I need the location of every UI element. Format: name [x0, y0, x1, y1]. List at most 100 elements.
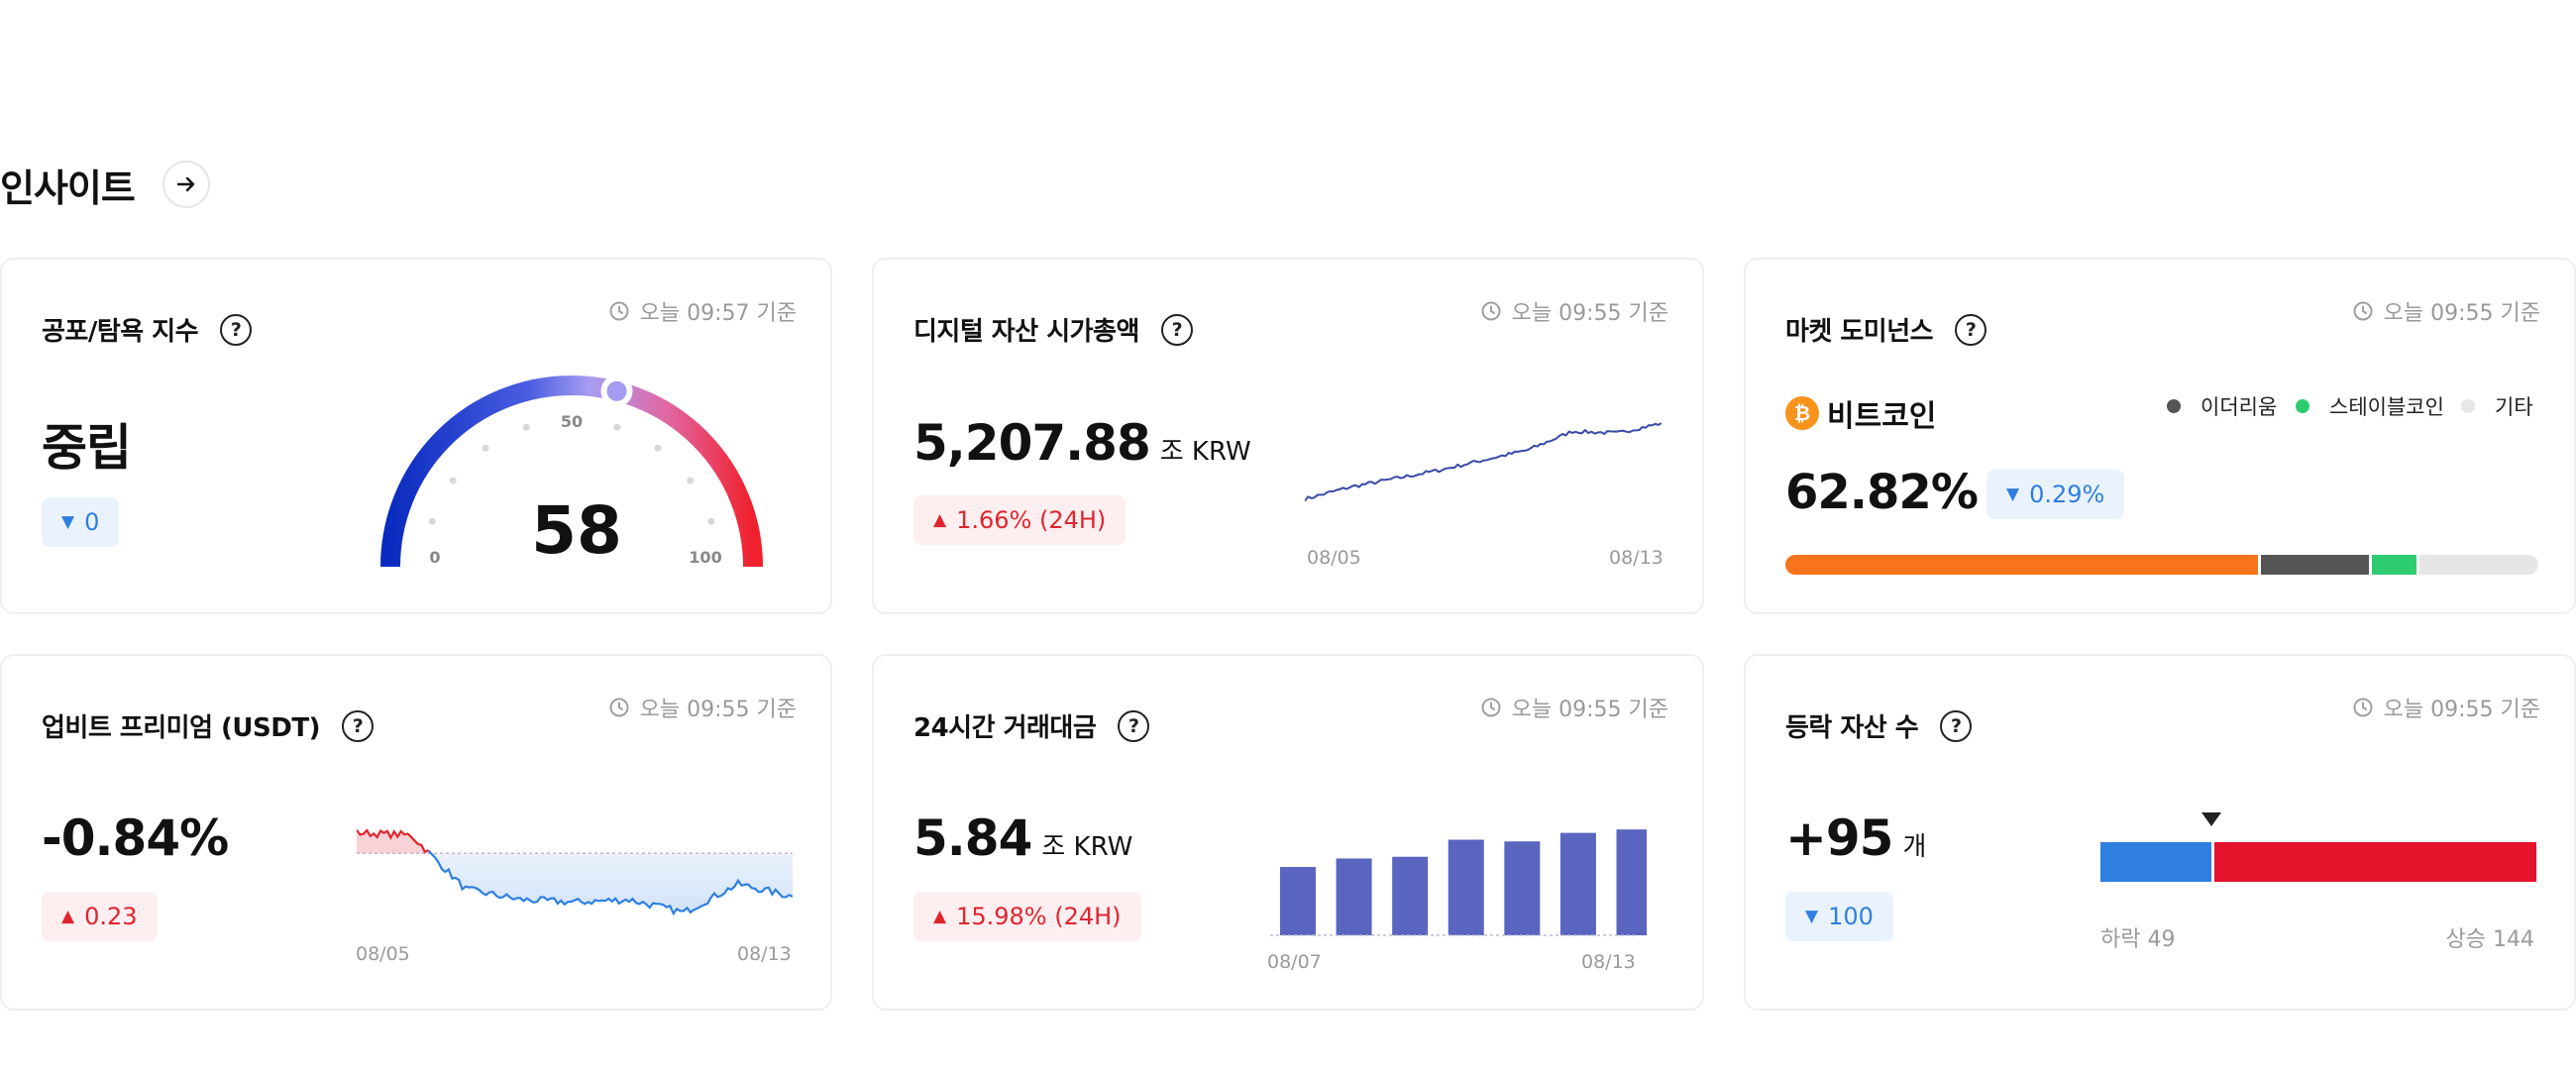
dominance-coin-name: 비트코인 [1827, 399, 1937, 434]
card-title: 업비트 프리미엄 (USDT) ? [42, 707, 374, 744]
legend-label: 이더리움 [2200, 395, 2278, 419]
updated-time: 오늘 09:55 기준 [1480, 692, 1668, 723]
fear-greed-card[interactable]: 공포/탐욕 지수 ? 오늘 09:57 기준 중립 ▼ 0 0 50 100 5… [0, 258, 832, 614]
volume-unit: 조 KRW [1041, 832, 1133, 862]
gauge-arc [380, 376, 763, 568]
decliners-segment [2100, 842, 2211, 882]
card-title: 마켓 도미넌스 ? [1785, 311, 1987, 348]
help-icon[interactable]: ? [341, 709, 374, 742]
market-cap-value: 5,207.88 [913, 414, 1151, 472]
volume-bar [1280, 867, 1316, 935]
help-icon[interactable]: ? [1940, 709, 1973, 742]
updated-time-text: 오늘 09:55 기준 [2383, 698, 2540, 722]
dominance-segment [1785, 555, 2259, 575]
down-triangle-icon: ▼ [1805, 907, 1819, 926]
up-triangle-icon: ▲ [933, 907, 947, 926]
dominance-segment [2258, 555, 2370, 575]
updated-time: 오늘 09:57 기준 [608, 295, 797, 327]
x-axis-start-label: 08/05 [1307, 547, 1361, 569]
volume-value: 5.84 [913, 809, 1032, 867]
advancers-unit: 개 [1902, 832, 1927, 862]
section-header: 인사이트 [0, 157, 210, 212]
advancers-bar [2100, 812, 2536, 882]
updated-time-text: 오늘 09:55 기준 [2383, 301, 2540, 326]
market-cap-line [1305, 422, 1662, 502]
advancers-change-badge: ▼ 100 [1785, 892, 1893, 941]
volume-card[interactable]: 24시간 거래대금 ? 오늘 09:55 기준 5.84 조 KRW ▲ 15.9… [872, 654, 1704, 1011]
fear-greed-change: 0 [84, 508, 100, 536]
premium-line-positive [357, 828, 429, 854]
card-title-text: 마켓 도미넌스 [1785, 317, 1934, 347]
section-more-button[interactable] [161, 161, 210, 208]
help-icon[interactable]: ? [220, 313, 253, 346]
premium-line-negative [427, 849, 793, 916]
volume-value-row: 5.84 조 KRW [913, 809, 1132, 867]
help-icon[interactable]: ? [1955, 313, 1987, 346]
card-title: 등락 자산 수 ? [1785, 707, 1973, 744]
dominance-segment [2416, 555, 2538, 575]
advancers-segment [2213, 842, 2536, 882]
x-axis-start-label: 08/05 [356, 943, 410, 965]
volume-change-badge: ▲ 15.98% (24H) [913, 892, 1141, 941]
clock-icon [1481, 698, 1501, 717]
volume-bar [1616, 829, 1647, 935]
gauge-ticks [428, 423, 715, 525]
svg-text:₿: ₿ [1794, 401, 1810, 425]
x-axis-start-label: 08/07 [1267, 951, 1322, 973]
market-cap-card[interactable]: 디지털 자산 시가총액 ? 오늘 09:55 기준 5,207.88 조 KRW … [872, 258, 1704, 614]
dominance-change: 0.29% [2029, 481, 2105, 508]
dominance-coin: ₿ 비트코인 [1785, 391, 1936, 435]
down-triangle-icon: ▼ [61, 512, 75, 532]
market-cap-unit: 조 KRW [1159, 437, 1251, 467]
up-triangle-icon: ▲ [61, 907, 75, 926]
advancers-change: 100 [1828, 903, 1874, 930]
card-title: 공포/탐욕 지수 ? [42, 311, 253, 348]
card-title-text: 업비트 프리미엄 (USDT) [42, 713, 320, 743]
advancers-value: +95 [1785, 809, 1893, 867]
volume-bar [1448, 839, 1484, 935]
clock-icon [2353, 698, 2373, 717]
volume-bar [1559, 832, 1596, 935]
legend-dot [2461, 399, 2475, 413]
premium-change-badge: ▲ 0.23 [42, 892, 158, 941]
legend-dot [2167, 399, 2181, 413]
dominance-card[interactable]: 마켓 도미넌스 ? 오늘 09:55 기준 ₿ 비트코인 이더리움 스테이블코인… [1744, 258, 2576, 614]
gauge-tick [613, 423, 621, 431]
gauge-pointer [600, 375, 633, 407]
help-icon[interactable]: ? [1160, 313, 1193, 346]
volume-change: 15.98% (24H) [956, 903, 1122, 930]
premium-chart [357, 828, 793, 916]
updated-time: 오늘 09:55 기준 [608, 692, 797, 723]
card-title: 24시간 거래대금 ? [913, 707, 1150, 744]
premium-negative-area [357, 829, 793, 915]
card-title: 디지털 자산 시가총액 ? [913, 311, 1193, 348]
x-axis-end-label: 08/13 [737, 943, 792, 965]
advancers-label: 상승 144 [2445, 927, 2534, 952]
updated-time-text: 오늘 09:55 기준 [639, 698, 797, 722]
gauge-max-label: 100 [689, 548, 721, 567]
card-title-text: 등락 자산 수 [1785, 713, 1919, 743]
volume-chart [1270, 829, 1647, 936]
clock-icon [609, 698, 629, 717]
x-axis-end-label: 08/13 [1609, 547, 1664, 569]
dominance-change-badge: ▼ 0.29% [1986, 470, 2125, 519]
updated-time: 오늘 09:55 기준 [2352, 692, 2540, 723]
dominance-segment [2369, 555, 2417, 575]
help-icon[interactable]: ? [1118, 709, 1150, 742]
volume-bar [1504, 841, 1541, 935]
card-title-text: 공포/탐욕 지수 [42, 317, 199, 347]
volume-bar [1392, 856, 1429, 935]
advancers-card[interactable]: 등락 자산 수 ? 오늘 09:55 기준 +95 개 ▼ 100 하락 49 상… [1744, 654, 2576, 1011]
legend-label: 기타 [2495, 395, 2533, 419]
gauge-mid-label: 50 [561, 412, 583, 431]
legend-ethereum: 이더리움 [2167, 391, 2277, 421]
gauge-tick [687, 477, 695, 484]
updated-time: 오늘 09:55 기준 [1480, 295, 1668, 327]
gauge-tick [428, 517, 436, 525]
market-cap-change: 1.66% (24H) [956, 506, 1107, 534]
updated-time-text: 오늘 09:57 기준 [639, 301, 797, 326]
premium-card[interactable]: 업비트 프리미엄 (USDT) ? 오늘 09:55 기준 -0.84% ▲ 0… [0, 654, 832, 1011]
section-title: 인사이트 [0, 165, 136, 210]
dominance-value: 62.82% [1785, 465, 1979, 520]
card-title-text: 디지털 자산 시가총액 [913, 317, 1139, 347]
